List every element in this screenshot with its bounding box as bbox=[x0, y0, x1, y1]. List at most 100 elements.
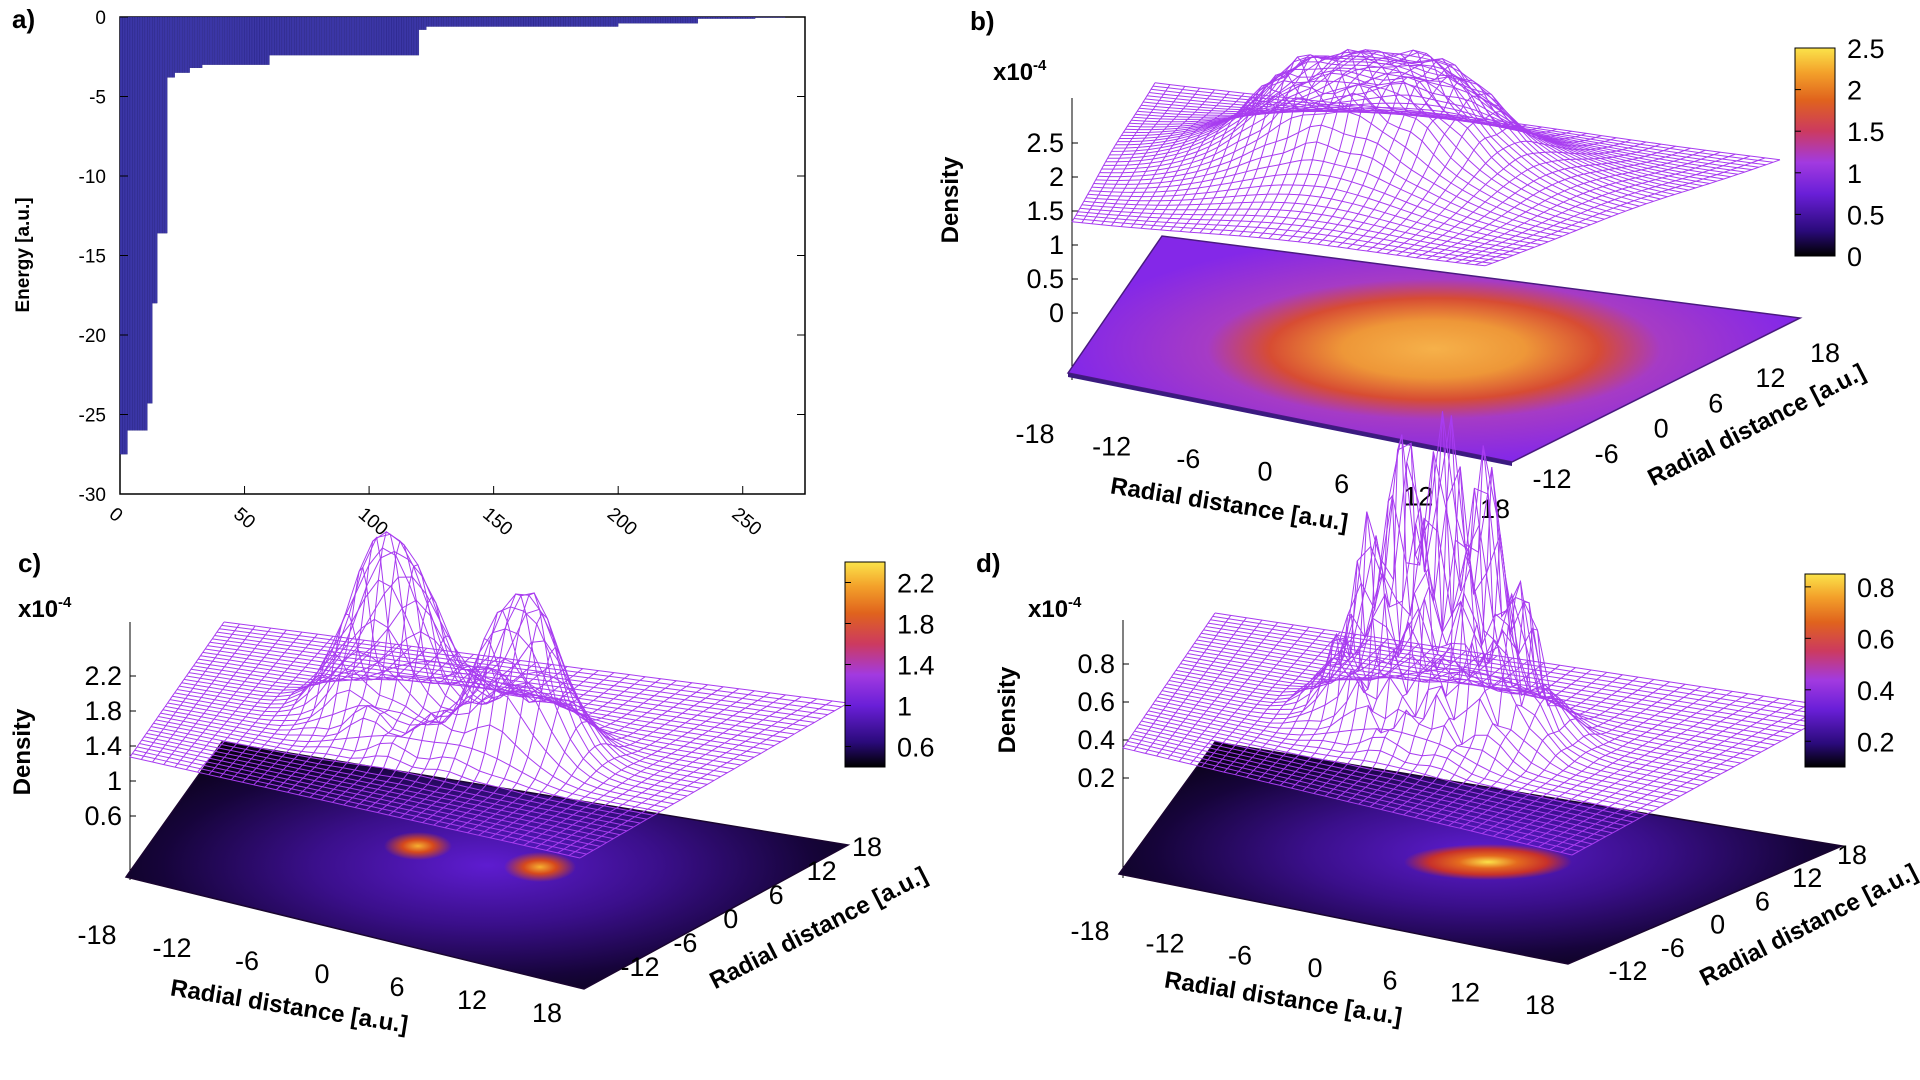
panel-d-x-axis-title: Radial distance [a.u.] bbox=[1163, 966, 1404, 1030]
bar bbox=[373, 16, 377, 56]
bar bbox=[717, 16, 721, 19]
bar bbox=[129, 16, 133, 431]
y-tick-label: 18 bbox=[1837, 840, 1867, 870]
bar bbox=[172, 16, 175, 78]
mesh-line bbox=[1201, 632, 1802, 731]
mesh-line bbox=[1180, 600, 1741, 764]
mesh-line bbox=[568, 700, 833, 856]
mesh-line bbox=[456, 646, 677, 831]
mesh-line bbox=[534, 694, 786, 849]
bar bbox=[670, 16, 674, 24]
bar bbox=[359, 16, 362, 56]
bar bbox=[628, 16, 631, 24]
mesh-line bbox=[1445, 151, 1721, 262]
x-tick-label: -12 bbox=[1145, 928, 1184, 958]
bar bbox=[608, 16, 611, 27]
bar bbox=[224, 16, 228, 65]
bar bbox=[595, 16, 599, 27]
bar bbox=[266, 16, 270, 65]
bar bbox=[304, 16, 307, 56]
bar bbox=[443, 16, 447, 27]
panel-c-label: c) bbox=[18, 548, 41, 578]
bar bbox=[368, 16, 372, 56]
panel-a-y-axis-title: Energy [a.u.] bbox=[13, 197, 34, 312]
bar bbox=[139, 16, 143, 431]
panel-b-z-ticks: 2.5 2 1.5 1 0.5 0 bbox=[1026, 128, 1078, 328]
z-tick-label: 1 bbox=[107, 766, 122, 796]
panel-c-hotspot-right bbox=[504, 852, 576, 882]
bar bbox=[722, 16, 726, 19]
panel-b-z-axis-title: Density bbox=[937, 156, 964, 243]
bar bbox=[286, 16, 290, 56]
bar bbox=[152, 16, 155, 304]
bar bbox=[261, 16, 265, 65]
bar bbox=[164, 16, 168, 234]
bar bbox=[523, 16, 527, 27]
bar bbox=[177, 16, 180, 73]
bar bbox=[209, 16, 213, 65]
panel-d-z-axis-title: Density bbox=[994, 666, 1021, 753]
bar bbox=[448, 16, 452, 27]
z-tick-label: 2 bbox=[1049, 162, 1064, 192]
bar bbox=[154, 16, 158, 304]
mesh-line bbox=[1194, 642, 1782, 742]
bar bbox=[197, 16, 200, 69]
x-tick-label: 0 bbox=[1257, 457, 1272, 487]
mesh-line bbox=[1459, 683, 1686, 829]
colorbar-tick-label: 0.5 bbox=[1847, 200, 1885, 230]
mesh-line bbox=[214, 635, 822, 719]
panel-d-hotspot bbox=[1404, 844, 1572, 880]
panel-d-scale: x10-4 bbox=[1028, 594, 1082, 623]
bar bbox=[545, 16, 549, 27]
bar bbox=[486, 16, 489, 27]
y-tick-label: 12 bbox=[1792, 863, 1822, 893]
mesh-line bbox=[1178, 566, 1735, 768]
mesh-line bbox=[1369, 466, 1561, 808]
mesh-line bbox=[1196, 639, 1789, 738]
bar bbox=[421, 16, 425, 30]
bar bbox=[573, 16, 576, 27]
panel-b-surface-plot: b) x10-4 Density 2.5 2 1.5 1 0.5 0 -18 -12 -6 0 6… bbox=[937, 6, 1885, 537]
bar bbox=[491, 16, 494, 27]
bar bbox=[354, 16, 357, 56]
mesh-line bbox=[557, 698, 818, 854]
bar bbox=[555, 16, 559, 27]
bar bbox=[269, 16, 273, 56]
bar bbox=[234, 16, 238, 65]
bar bbox=[202, 16, 205, 65]
bar bbox=[513, 16, 517, 27]
x-tick-label: -6 bbox=[1176, 444, 1200, 474]
y-tick-label: 0 bbox=[723, 904, 738, 934]
z-tick-label: 2.2 bbox=[84, 661, 122, 691]
bar bbox=[428, 16, 432, 27]
bar bbox=[710, 16, 713, 19]
x-tick-label: 18 bbox=[532, 998, 562, 1028]
bar bbox=[568, 16, 571, 27]
mesh-line bbox=[1189, 649, 1768, 749]
bar bbox=[642, 16, 646, 24]
mesh-line bbox=[219, 628, 835, 712]
bar bbox=[508, 16, 512, 27]
mesh-line bbox=[1435, 149, 1706, 261]
bar bbox=[725, 16, 728, 19]
y-tick-label: -10 bbox=[79, 167, 106, 188]
y-tick-label: 18 bbox=[1810, 338, 1840, 368]
panel-c-wireframe-surface bbox=[129, 531, 849, 859]
panel-b-x-axis-title: Radial distance [a.u.] bbox=[1109, 472, 1350, 536]
bar bbox=[737, 16, 741, 19]
bar bbox=[124, 16, 128, 455]
bar bbox=[618, 16, 621, 24]
bar bbox=[301, 16, 305, 56]
bar bbox=[386, 16, 390, 56]
bar bbox=[381, 16, 385, 56]
mesh-line bbox=[1214, 612, 1843, 709]
bar bbox=[127, 16, 131, 431]
mesh-line bbox=[1191, 646, 1775, 746]
mesh-line bbox=[1425, 147, 1691, 260]
bar bbox=[662, 16, 666, 24]
x-tick-label: 0 bbox=[314, 959, 329, 989]
z-tick-label: 0.4 bbox=[1077, 725, 1115, 755]
bar bbox=[366, 16, 370, 56]
panel-b-scale: x10-4 bbox=[993, 57, 1047, 86]
bar bbox=[533, 16, 537, 27]
